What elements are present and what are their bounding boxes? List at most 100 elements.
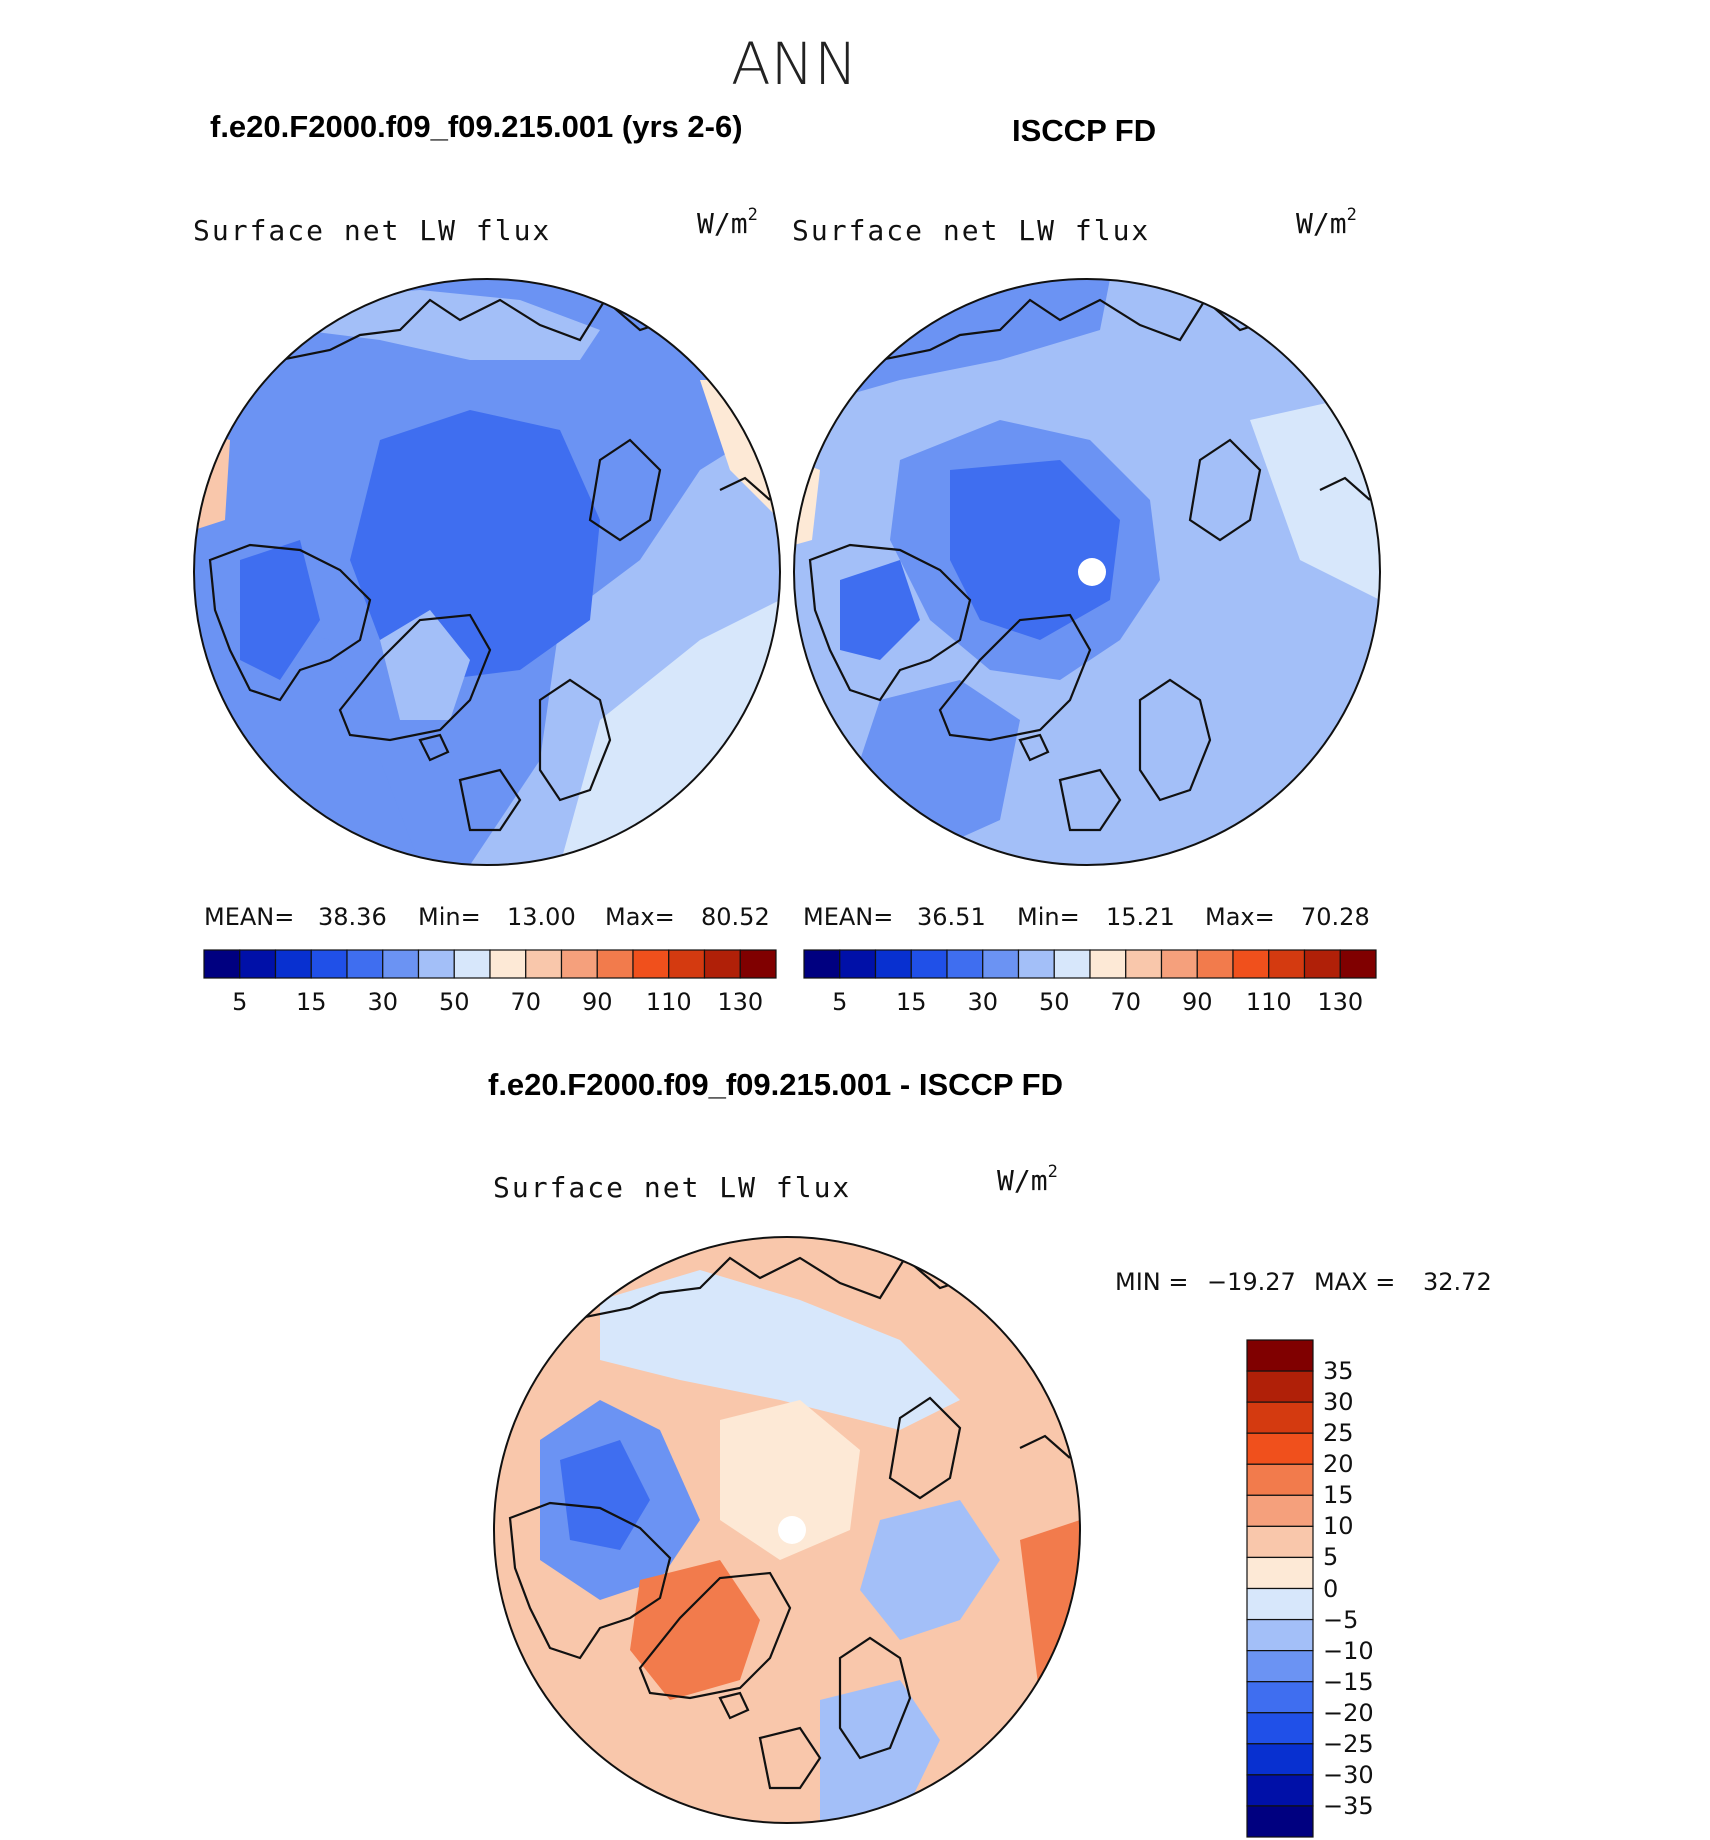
left-colorbar-tick-label: 5 [232,988,248,1016]
right-colorbar [803,949,1377,979]
right-colorbar-swatch [1268,949,1306,979]
left-colorbar-swatch [203,949,241,979]
left-colorbar-tick-label: 70 [510,988,542,1016]
left-units-base: W/m [697,207,748,240]
diff-case-title: f.e20.F2000.f09_f09.215.001 - ISCCP FD [488,1067,1063,1102]
figure-title: ANN [731,30,858,98]
diff-max-value: 32.72 [1423,1268,1492,1296]
right-colorbar-swatch [982,949,1020,979]
diff-map-border [493,1236,1081,1824]
right-colorbar-tick-label: 130 [1317,988,1364,1016]
left-colorbar-swatch [560,949,598,979]
diff-colorbar-tick-label: −5 [1323,1605,1359,1634]
right-colorbar-tick-label: 70 [1110,988,1142,1016]
left-case-title: f.e20.F2000.f09_f09.215.001 (yrs 2-6) [210,109,743,144]
diff-colorbar-tick-label: 5 [1323,1543,1339,1572]
diff-pole-mask [778,1516,806,1544]
right-map-border [793,278,1381,866]
left-min-value: 13.00 [507,903,576,931]
left-colorbar-swatch [703,949,741,979]
left-colorbar-swatch [489,949,527,979]
diff-colorbar-swatch [1246,1805,1314,1838]
diff-colorbar-swatch [1246,1401,1314,1434]
left-colorbar-swatch [346,949,384,979]
left-map-border [193,278,781,866]
left-colorbar [203,949,777,979]
diff-colorbar-swatch [1246,1339,1314,1372]
diff-colorbar-swatch [1246,1743,1314,1776]
diff-max-label: MAX = [1314,1268,1396,1296]
right-max-label: Max= [1205,903,1275,931]
diff-colorbar-tick-label: −15 [1323,1667,1374,1696]
right-colorbar-tick-label: 5 [832,988,848,1016]
left-variable-label: Surface net LW flux [193,214,552,247]
diff-colorbar [1246,1339,1314,1838]
diff-colorbar-tick-label: −35 [1323,1791,1374,1820]
diff-min-label: MIN = [1115,1268,1189,1296]
left-map [193,278,781,866]
left-colorbar-tick-label: 30 [367,988,399,1016]
left-colorbar-swatch [453,949,491,979]
diff-colorbar-tick-label: 0 [1323,1574,1339,1603]
diff-coastlines [508,1256,1071,1790]
diff-field-east-blue [860,1500,1000,1640]
right-colorbar-swatch [1160,949,1198,979]
right-colorbar-tick-label: 15 [895,988,927,1016]
left-colorbar-tick-label: 130 [717,988,764,1016]
right-pole-mask [1078,558,1106,586]
diff-colorbar-swatch [1246,1432,1314,1465]
diff-colorbar-tick-label: 20 [1323,1450,1354,1479]
right-map [793,278,1381,866]
right-colorbar-tick-label: 90 [1181,988,1213,1016]
right-colorbar-swatch [1232,949,1270,979]
right-max-value: 70.28 [1301,903,1370,931]
diff-colorbar-swatch [1246,1587,1314,1621]
right-colorbar-swatch [803,949,841,979]
diff-map [493,1236,1081,1824]
right-units-label: W/m2 [1296,205,1357,240]
right-min-value: 15.21 [1106,903,1175,931]
left-field-center-deep [350,410,600,680]
right-colorbar-swatch [1089,949,1127,979]
right-case-title: ISCCP FD [1012,113,1157,148]
diff-colorbar-swatch [1246,1494,1314,1527]
right-colorbar-swatch [1196,949,1234,979]
right-colorbar-tick-label: 30 [967,988,999,1016]
diff-colorbar-swatch [1246,1525,1314,1559]
right-mean-value: 36.51 [917,903,986,931]
right-colorbar-swatch [1125,949,1163,979]
left-field-north-light [290,290,600,360]
diff-colorbar-tick-label: 35 [1323,1357,1354,1386]
diff-min-value: −19.27 [1207,1268,1296,1296]
right-field-west-deep [840,560,920,660]
left-colorbar-swatch [417,949,455,979]
left-colorbar-tick-label: 90 [581,988,613,1016]
diff-colorbar-tick-label: 15 [1323,1481,1354,1510]
diff-colorbar-tick-label: −30 [1323,1760,1374,1789]
right-colorbar-tick-label: 50 [1038,988,1070,1016]
right-field-east-pale [1250,400,1380,600]
left-map-fill [194,279,780,865]
left-colorbar-tick-label: 15 [295,988,327,1016]
left-colorbar-swatch [632,949,670,979]
diff-units-label: W/m2 [997,1161,1058,1197]
left-colorbar-swatch [739,949,777,979]
diff-colorbar-tick-label: 25 [1323,1419,1354,1448]
left-colorbar-tick-label: 110 [645,988,692,1016]
right-colorbar-swatch [1303,949,1341,979]
right-units-base: W/m [1296,207,1347,240]
right-field-center-deep [950,460,1120,640]
left-field-west-deep [240,540,320,680]
diff-colorbar-swatch [1246,1556,1314,1590]
diff-colorbar-swatch [1246,1712,1314,1745]
right-colorbar-swatch [1017,949,1055,979]
diff-colorbar-tick-label: −10 [1323,1636,1374,1665]
diff-units-exp: 2 [1047,1161,1058,1182]
diff-field-north-pale [600,1270,960,1430]
left-colorbar-swatch [525,949,563,979]
diff-units-base: W/m [997,1164,1048,1197]
left-max-value: 80.52 [701,903,770,931]
left-units-exp: 2 [747,204,758,225]
diff-colorbar-swatch [1246,1463,1314,1496]
